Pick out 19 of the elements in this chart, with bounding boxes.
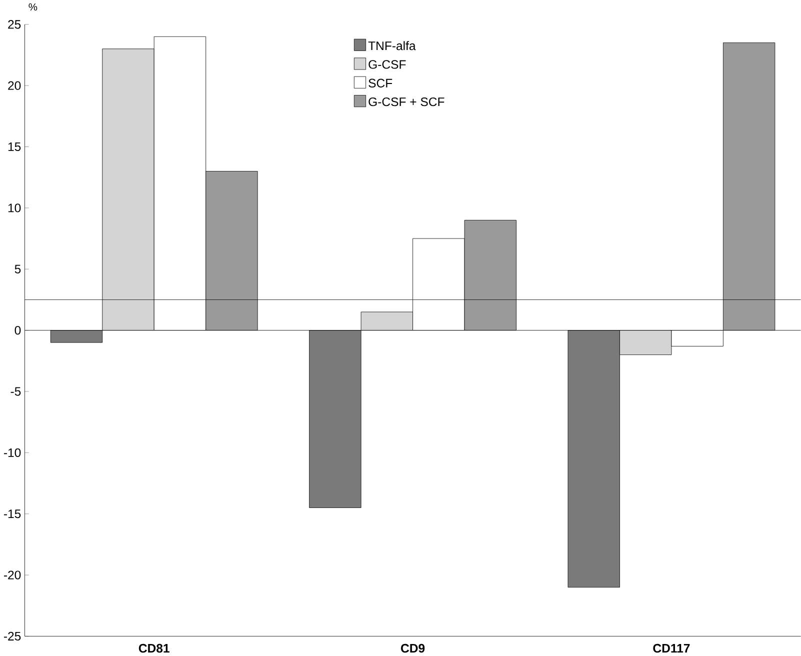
x-tick-label: CD9 xyxy=(401,644,425,653)
y-tick-label: 15 xyxy=(8,142,21,152)
legend-label: G-CSF + SCF xyxy=(368,97,444,106)
legend-label: SCF xyxy=(368,78,392,88)
legend-label: TNF-alfa xyxy=(368,41,416,50)
y-tick-label: 20 xyxy=(8,81,21,90)
y-tick-label: -20 xyxy=(4,570,21,580)
x-tick-label: CD117 xyxy=(653,644,690,653)
x-tick-label: CD81 xyxy=(138,644,170,653)
legend-label: G-CSF xyxy=(368,60,406,69)
y-tick-label: 10 xyxy=(8,204,21,212)
y-axis-title: % xyxy=(28,3,38,11)
y-tick-label: 25 xyxy=(8,20,21,29)
y-tick-label: 5 xyxy=(14,264,21,274)
y-tick-label: -25 xyxy=(4,632,21,641)
y-tick-label: -15 xyxy=(4,510,21,518)
y-tick-label: -5 xyxy=(10,387,21,396)
y-tick-label: -10 xyxy=(4,448,21,458)
y-tick-label: 0 xyxy=(14,326,21,335)
